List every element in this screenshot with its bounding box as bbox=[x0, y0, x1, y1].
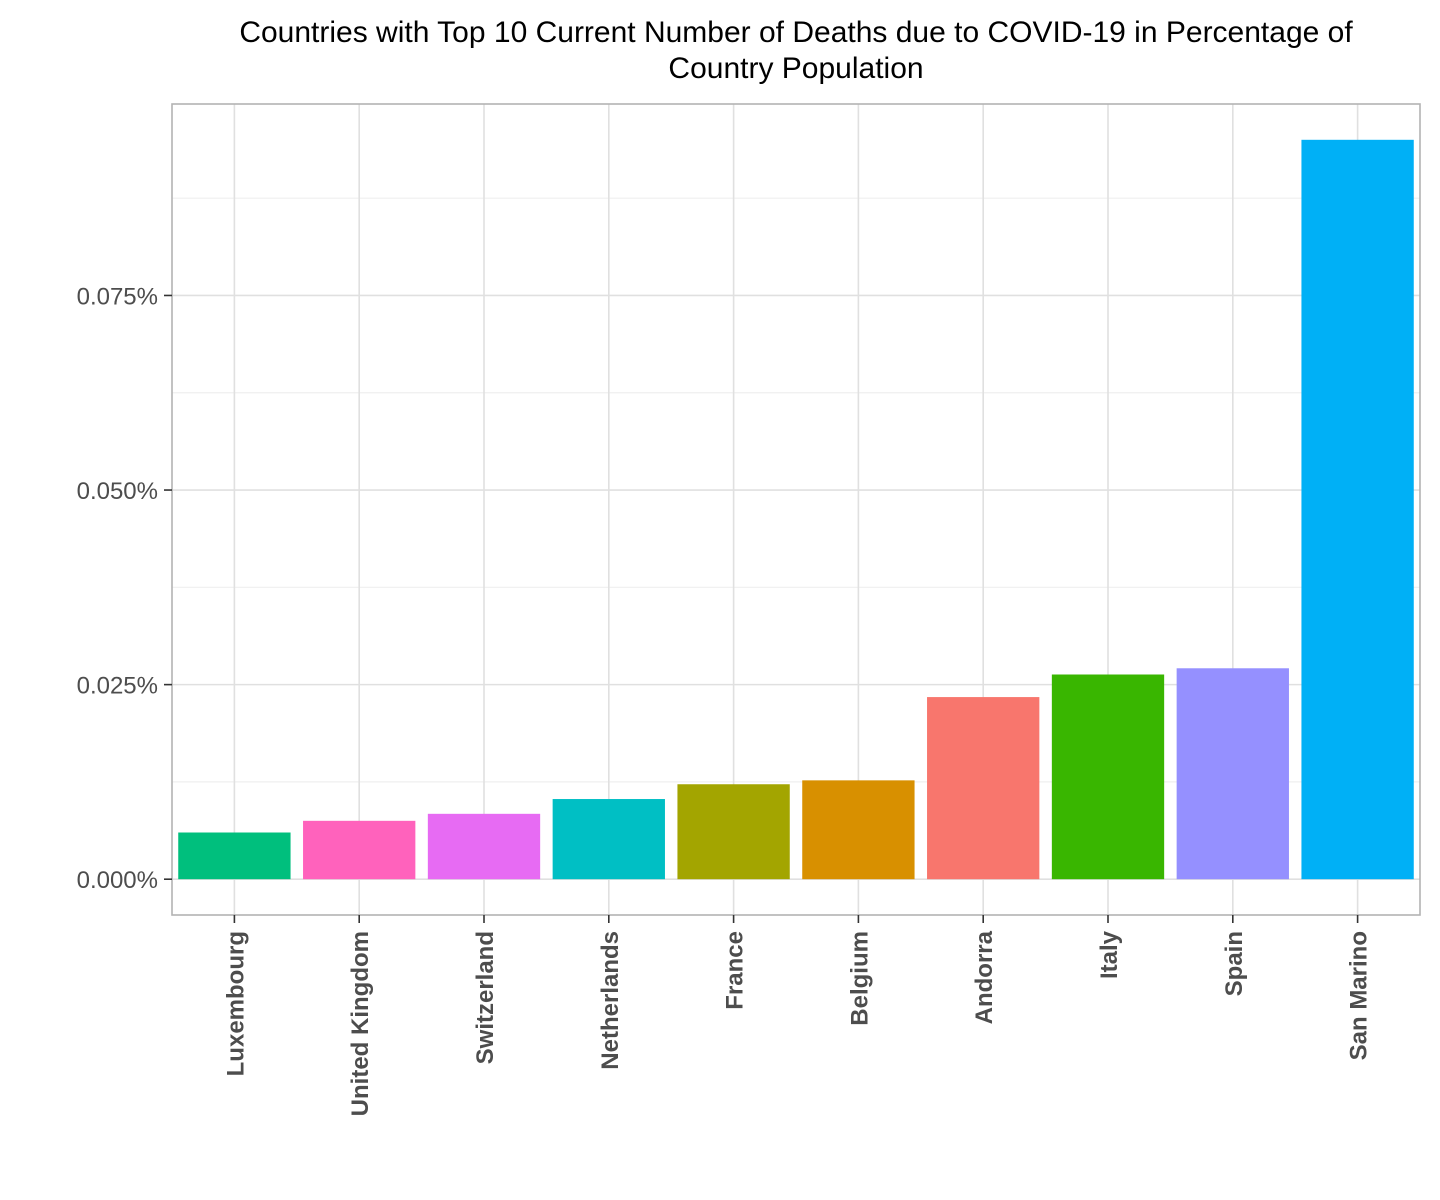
x-tick-label: United Kingdom bbox=[347, 931, 374, 1116]
y-axis: 0.000% 0.025% 0.050% 0.075% bbox=[77, 283, 172, 894]
bar-andorra bbox=[927, 697, 1040, 880]
x-tick-label: Andorra bbox=[971, 930, 998, 1024]
bar-netherlands bbox=[552, 799, 665, 880]
x-axis: Luxembourg United Kingdom Switzerland Nethe… bbox=[222, 915, 1373, 1116]
y-tick-label: 0.025% bbox=[77, 673, 158, 700]
panel-border bbox=[171, 103, 1421, 916]
bar-switzerland bbox=[427, 813, 541, 880]
x-tick-label: Luxembourg bbox=[222, 931, 249, 1076]
bar-italy bbox=[1051, 674, 1165, 880]
bar-united-kingdom bbox=[303, 820, 416, 880]
bar-san-marino bbox=[1301, 139, 1414, 880]
bar-spain bbox=[1176, 668, 1289, 880]
chart-title-line-1: Countries with Top 10 Current Number of … bbox=[239, 16, 1353, 49]
x-tick-label: Belgium bbox=[846, 931, 873, 1026]
chart-title-line-2: Country Population bbox=[668, 52, 923, 85]
bar-belgium bbox=[802, 780, 915, 880]
bar-france bbox=[677, 784, 790, 880]
x-tick-label: Switzerland bbox=[472, 931, 499, 1064]
x-tick-label: Netherlands bbox=[597, 931, 624, 1070]
x-tick-label: France bbox=[722, 931, 749, 1010]
bars-group bbox=[178, 139, 1414, 880]
x-tick-label: Spain bbox=[1221, 931, 1248, 996]
x-tick-label: San Marino bbox=[1346, 931, 1373, 1060]
x-tick-label: Italy bbox=[1096, 930, 1123, 979]
y-tick-label: 0.075% bbox=[77, 283, 158, 310]
bar-luxembourg bbox=[178, 832, 291, 880]
y-tick-label: 0.000% bbox=[77, 867, 158, 894]
y-tick-label: 0.050% bbox=[77, 478, 158, 505]
